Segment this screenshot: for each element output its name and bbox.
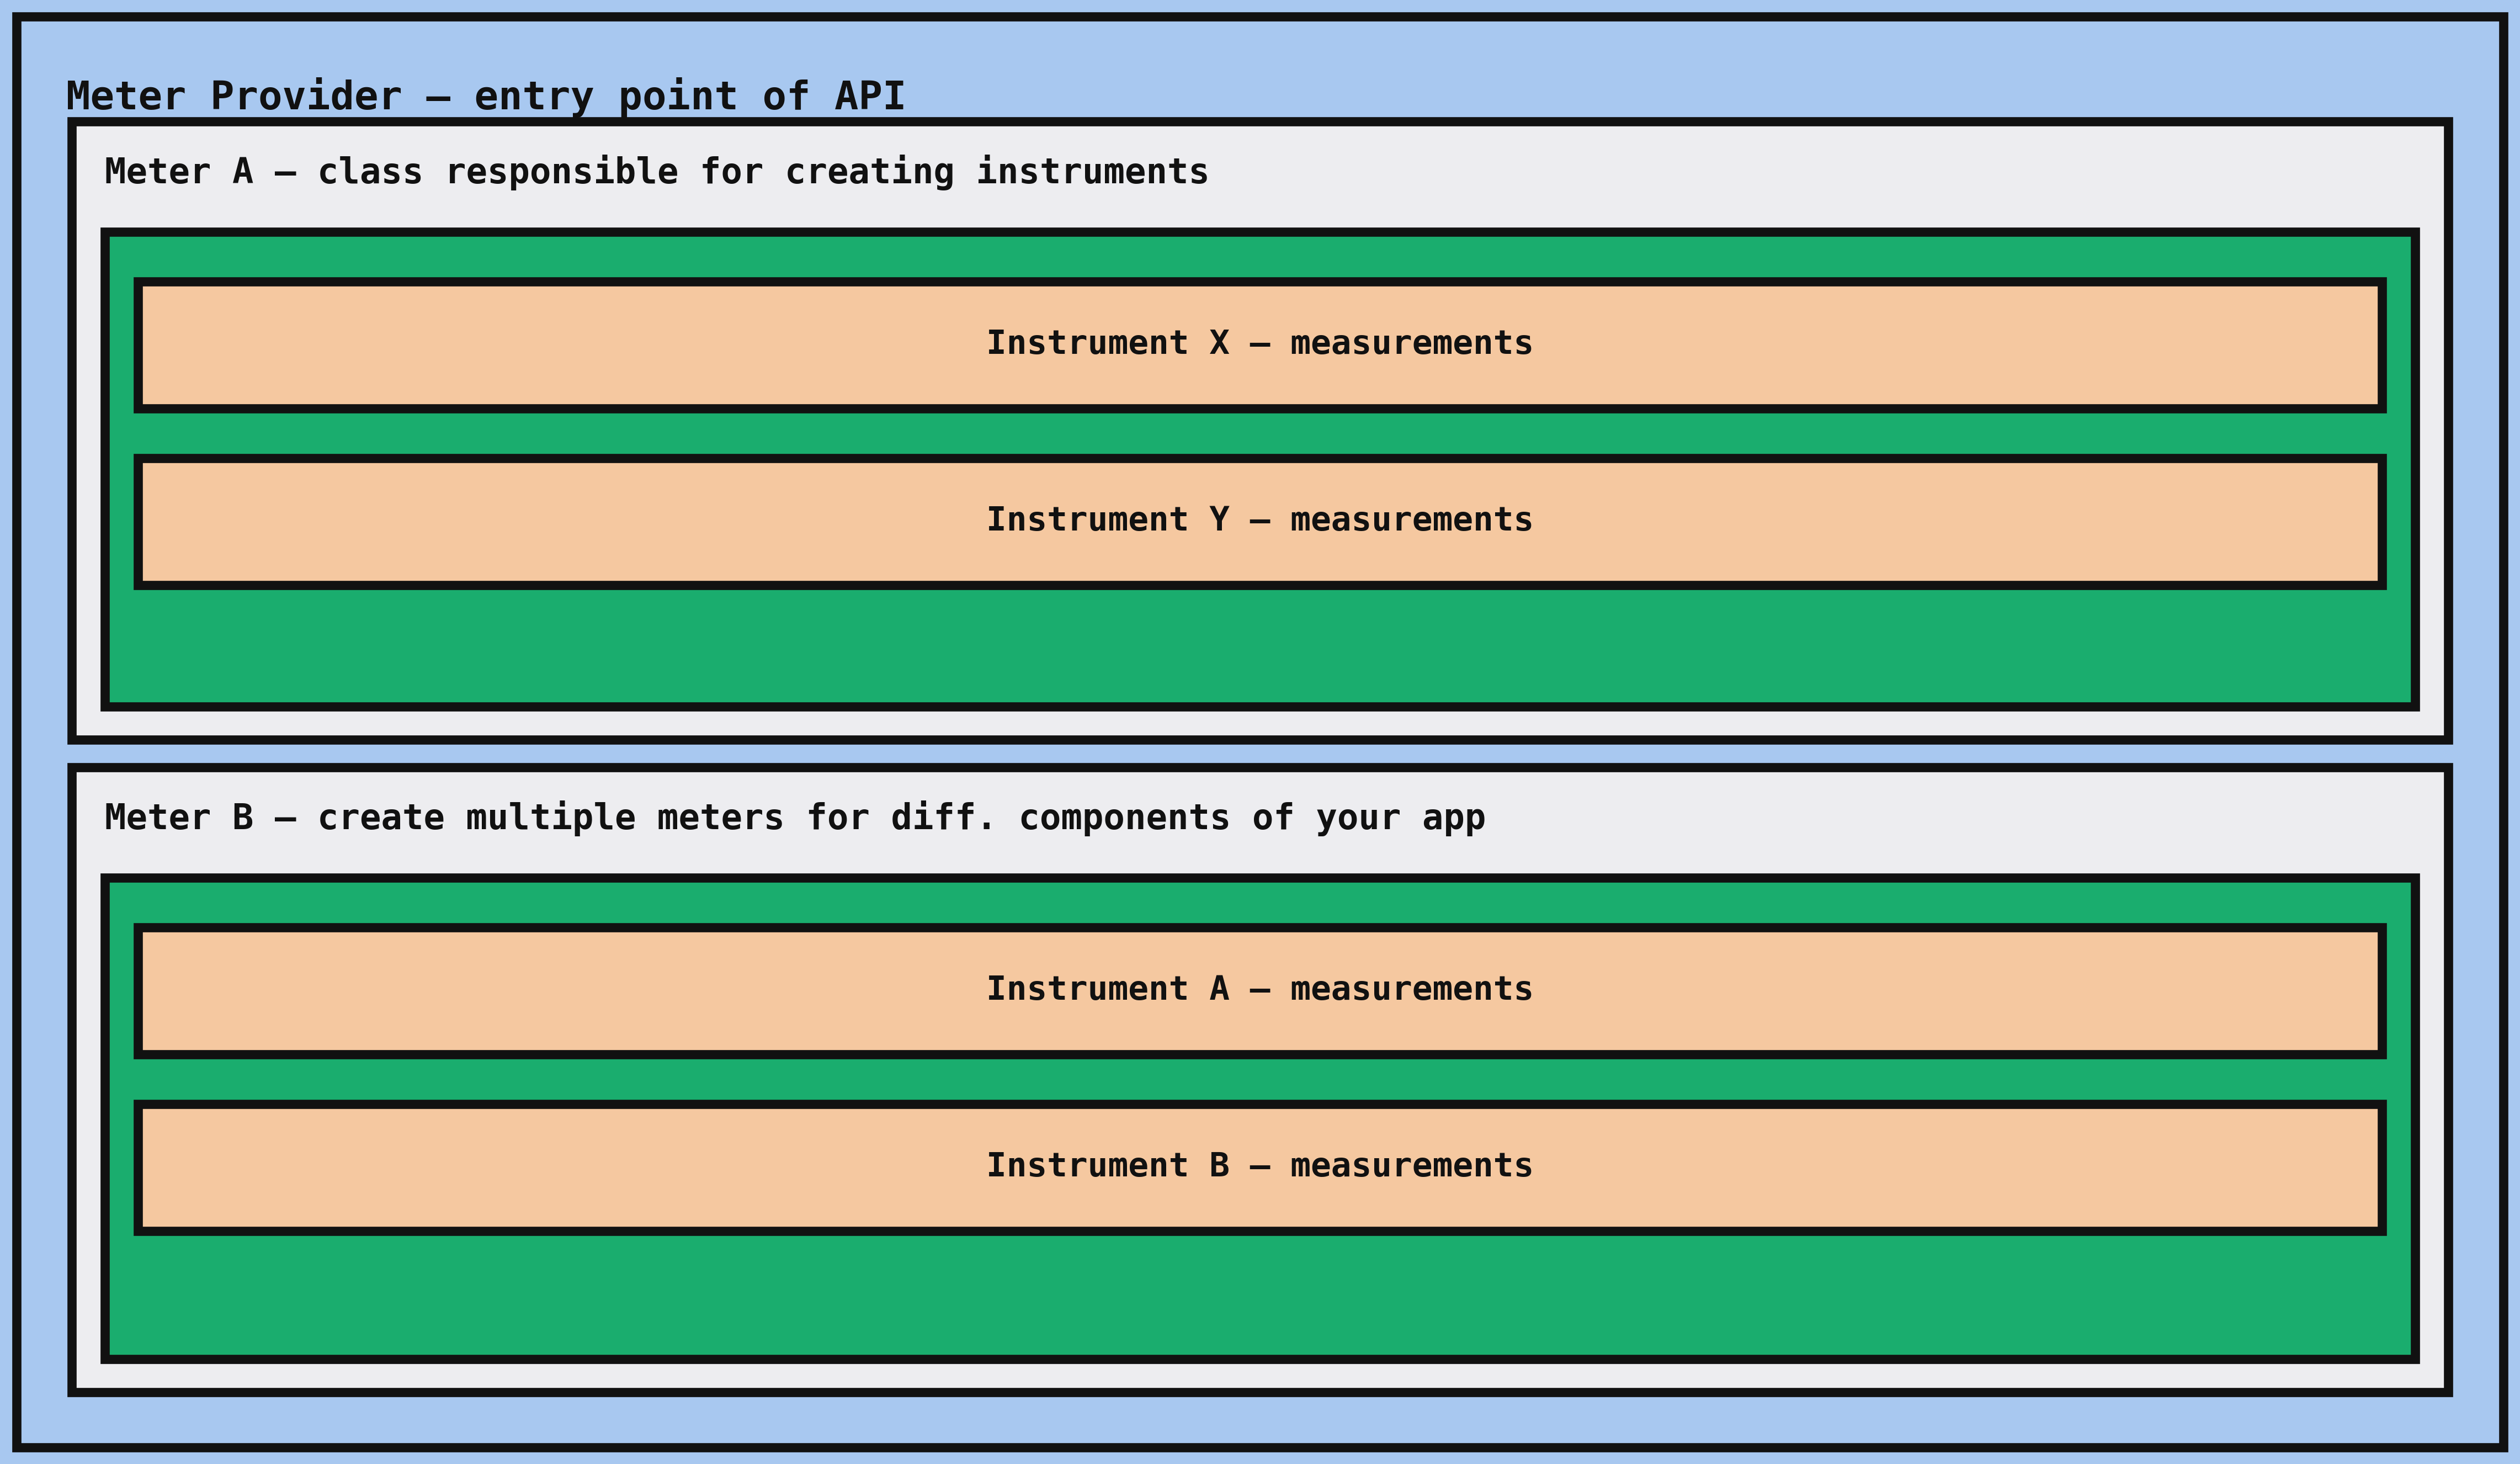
FancyBboxPatch shape <box>139 927 2381 1054</box>
FancyBboxPatch shape <box>139 458 2381 586</box>
Text: Meter Provider – entry point of API: Meter Provider – entry point of API <box>66 78 907 117</box>
FancyBboxPatch shape <box>71 122 2449 739</box>
Text: Instrument A – measurements: Instrument A – measurements <box>985 975 1535 1007</box>
FancyBboxPatch shape <box>71 767 2449 1392</box>
FancyBboxPatch shape <box>139 281 2381 408</box>
Text: Instrument X – measurements: Instrument X – measurements <box>985 329 1535 362</box>
Text: Instrument Y – measurements: Instrument Y – measurements <box>985 505 1535 537</box>
Text: Meter A – class responsible for creating instruments: Meter A – class responsible for creating… <box>106 155 1210 190</box>
FancyBboxPatch shape <box>106 878 2414 1359</box>
FancyBboxPatch shape <box>106 231 2414 707</box>
FancyBboxPatch shape <box>139 1104 2381 1231</box>
FancyBboxPatch shape <box>18 16 2502 1448</box>
Text: Meter B – create multiple meters for diff. components of your app: Meter B – create multiple meters for dif… <box>106 801 1487 836</box>
Text: Instrument B – measurements: Instrument B – measurements <box>985 1151 1535 1184</box>
